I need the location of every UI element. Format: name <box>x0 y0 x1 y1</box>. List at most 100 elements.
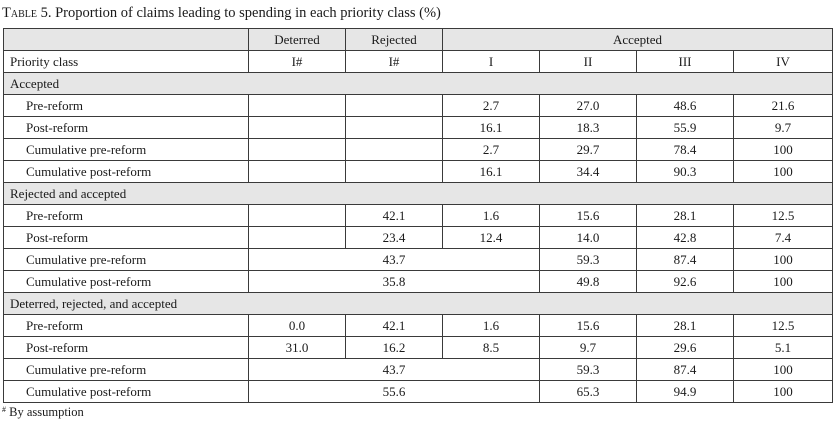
cell-class-i: 1.6 <box>442 314 540 337</box>
cell-class-i: 16.1 <box>442 116 540 139</box>
header-class: IV <box>732 50 834 73</box>
row-label: Post-reform <box>3 336 249 359</box>
cell-class-iii: 87.4 <box>636 358 734 381</box>
header-group-deterred: Deterred <box>248 28 346 51</box>
cell-deterred <box>248 226 346 249</box>
cell-class-ii: 27.0 <box>539 94 637 117</box>
cell-class-iii: 29.6 <box>636 336 734 359</box>
table-row: Cumulative pre-reform 43.7 59.3 87.4 100 <box>3 358 834 381</box>
cell-deterred: 31.0 <box>248 336 346 359</box>
cell-class-iv: 100 <box>732 160 834 183</box>
cell-class-iv: 12.5 <box>732 314 834 337</box>
section-row: Accepted <box>2 72 834 95</box>
cell-class-iii: 28.1 <box>636 204 734 227</box>
cell-rejected: 16.2 <box>345 336 443 359</box>
cell-class-iii: 92.6 <box>636 270 734 293</box>
cell-merged: 35.8 <box>248 270 540 293</box>
cell-class-iv: 100 <box>732 248 834 271</box>
cell-rejected <box>345 116 443 139</box>
cell-class-i: 12.4 <box>442 226 540 249</box>
table-row: Cumulative pre-reform 43.7 59.3 87.4 100 <box>3 248 834 271</box>
header-group-accepted: Accepted <box>441 28 834 51</box>
header-class: I <box>442 50 540 73</box>
cell-class-ii: 59.3 <box>539 248 637 271</box>
header-class: I# <box>345 50 443 73</box>
table-row: Cumulative post-reform 55.6 65.3 94.9 10… <box>3 380 834 403</box>
cell-class-ii: 49.8 <box>539 270 637 293</box>
cell-rejected: 42.1 <box>345 204 443 227</box>
cell-class-ii: 14.0 <box>539 226 637 249</box>
table-row: Pre-reform 42.1 1.6 15.6 28.1 12.5 <box>3 204 834 227</box>
cell-class-ii: 34.4 <box>539 160 637 183</box>
claims-table: Deterred Rejected Accepted Priority clas… <box>2 28 834 403</box>
header-group-row: Deterred Rejected Accepted <box>3 28 834 51</box>
cell-class-iii: 48.6 <box>636 94 734 117</box>
cell-class-iv: 100 <box>732 358 834 381</box>
cell-class-iii: 55.9 <box>636 116 734 139</box>
section-title: Accepted <box>2 72 834 95</box>
cell-class-iv: 5.1 <box>732 336 834 359</box>
cell-class-i: 1.6 <box>442 204 540 227</box>
cell-rejected <box>345 160 443 183</box>
cell-class-ii: 15.6 <box>539 204 637 227</box>
cell-merged: 43.7 <box>248 248 540 271</box>
cell-class-iii: 94.9 <box>636 380 734 403</box>
footnote-text: By assumption <box>9 405 84 419</box>
table-row: Post-reform 23.4 12.4 14.0 42.8 7.4 <box>3 226 834 249</box>
header-class: I# <box>248 50 346 73</box>
row-label: Pre-reform <box>3 94 249 117</box>
header-class: II <box>539 50 637 73</box>
table-row: Cumulative pre-reform 2.7 29.7 78.4 100 <box>3 138 834 161</box>
cell-class-ii: 59.3 <box>539 358 637 381</box>
cell-class-ii: 18.3 <box>539 116 637 139</box>
section-row: Deterred, rejected, and accepted <box>2 292 834 315</box>
cell-deterred <box>248 204 346 227</box>
table-row: Post-reform 16.1 18.3 55.9 9.7 <box>3 116 834 139</box>
section-title: Rejected and accepted <box>2 182 834 205</box>
table-row: Pre-reform 2.7 27.0 48.6 21.6 <box>3 94 834 117</box>
header-row-label: Priority class <box>3 50 249 73</box>
cell-class-iv: 100 <box>732 270 834 293</box>
row-label: Post-reform <box>3 116 249 139</box>
cell-class-i: 16.1 <box>442 160 540 183</box>
footnote-mark: # <box>2 405 6 414</box>
cell-class-iii: 87.4 <box>636 248 734 271</box>
table-row: Pre-reform 0.0 42.1 1.6 15.6 28.1 12.5 <box>3 314 834 337</box>
cell-class-iv: 100 <box>732 138 834 161</box>
row-label: Cumulative pre-reform <box>3 138 249 161</box>
row-label: Pre-reform <box>3 204 249 227</box>
section-row: Rejected and accepted <box>2 182 834 205</box>
cell-deterred <box>248 94 346 117</box>
row-label: Post-reform <box>3 226 249 249</box>
row-label: Cumulative post-reform <box>3 160 249 183</box>
cell-class-i: 8.5 <box>442 336 540 359</box>
table-caption: Table 5. Proportion of claims leading to… <box>2 4 441 22</box>
cell-class-iv: 12.5 <box>732 204 834 227</box>
cell-class-i: 2.7 <box>442 94 540 117</box>
table-row: Post-reform 31.0 16.2 8.5 9.7 29.6 5.1 <box>3 336 834 359</box>
cell-class-i: 2.7 <box>442 138 540 161</box>
header-class: III <box>636 50 734 73</box>
cell-class-ii: 29.7 <box>539 138 637 161</box>
cell-class-ii: 15.6 <box>539 314 637 337</box>
table-caption-text: Proportion of claims leading to spending… <box>55 5 441 21</box>
cell-class-ii: 9.7 <box>539 336 637 359</box>
cell-class-iii: 90.3 <box>636 160 734 183</box>
cell-class-iv: 7.4 <box>732 226 834 249</box>
header-group-empty <box>3 28 249 51</box>
cell-deterred <box>248 138 346 161</box>
cell-class-iv: 21.6 <box>732 94 834 117</box>
cell-class-iii: 78.4 <box>636 138 734 161</box>
row-label: Pre-reform <box>3 314 249 337</box>
row-label: Cumulative post-reform <box>3 380 249 403</box>
cell-deterred <box>248 116 346 139</box>
cell-rejected: 42.1 <box>345 314 443 337</box>
table-row: Cumulative post-reform 35.8 49.8 92.6 10… <box>3 270 834 293</box>
section-title: Deterred, rejected, and accepted <box>2 292 834 315</box>
cell-rejected <box>345 138 443 161</box>
cell-class-iii: 42.8 <box>636 226 734 249</box>
cell-deterred: 0.0 <box>248 314 346 337</box>
cell-merged: 43.7 <box>248 358 540 381</box>
cell-merged: 55.6 <box>248 380 540 403</box>
table-footnote: # By assumption <box>2 402 84 420</box>
